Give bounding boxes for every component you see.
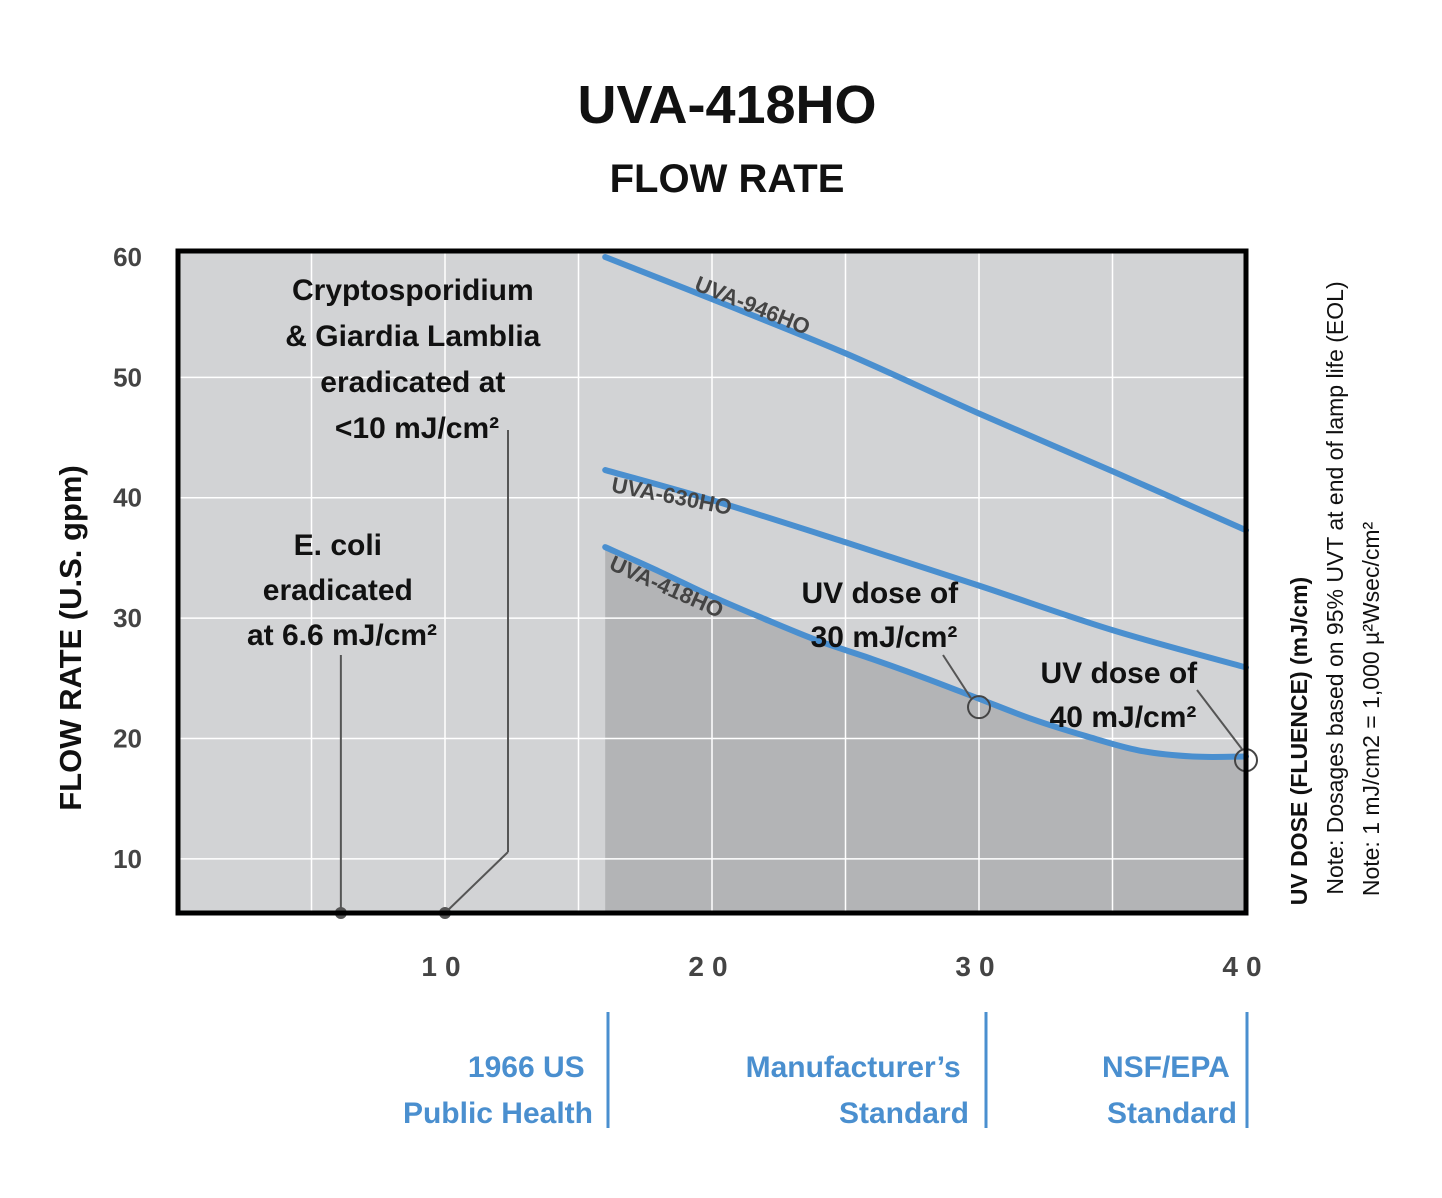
chart-title: UVA-418HO — [577, 75, 876, 135]
y-axis-label: FLOW RATE (U.S. gpm) — [53, 465, 88, 811]
y-tick-label: 20 — [113, 723, 142, 753]
annotation-dose-40-line: 40 mJ/cm² — [1050, 701, 1197, 734]
standard-manufacturer: Manufacturer’s Standard — [746, 1012, 988, 1130]
y-tick-label: 10 — [113, 844, 142, 874]
plot-frame — [175, 248, 1249, 916]
y-tick-label: 50 — [113, 362, 142, 392]
series-line-uva-630ho — [602, 467, 1249, 671]
leader-line — [1196, 689, 1243, 750]
annotation-crypto-line: <10 mJ/cm² — [335, 412, 499, 445]
note-conversion: Note: 1 mJ/cm2 = 1,000 µ²Wsec/cm² — [1358, 522, 1384, 897]
annotation-crypto-line: & Giardia Lamblia — [285, 320, 540, 353]
y-tick-labels: 10 20 30 40 50 60 — [113, 242, 142, 874]
standard-label-line: NSF/EPA — [1102, 1051, 1229, 1084]
x-axis-label: UV DOSE (FLUENCE) (mJ/cm) — [1286, 577, 1312, 905]
standard-label-line: 1966 US — [468, 1051, 585, 1084]
standard-label: NSF/EPA Standard — [1102, 1051, 1237, 1130]
y-tick-label: 30 — [113, 603, 142, 633]
note-eol: Note: Dosages based on 95% UVT at end of… — [1322, 281, 1348, 894]
annotation-dose-30: UV dose of 30 mJ/cm² — [801, 577, 966, 654]
annotation-crypto-line: eradicated at — [320, 366, 505, 399]
shaded-area-layer — [605, 547, 1246, 913]
standard-label: 1966 US Public Health — [403, 1051, 593, 1130]
x-tick-label: 20 — [688, 951, 735, 982]
standard-label: Manufacturer’s Standard — [746, 1051, 969, 1130]
annotation-ecoli-line: at 6.6 mJ/cm² — [247, 619, 437, 652]
standard-public-health: 1966 US Public Health — [403, 1012, 610, 1130]
annotation-dose-40-line: UV dose of — [1040, 657, 1198, 690]
annotation-dose-30-line: 30 mJ/cm² — [811, 621, 958, 654]
annotation-ecoli-line: E. coli — [294, 529, 382, 562]
leader-line — [444, 851, 509, 914]
leader-line — [942, 654, 972, 699]
chart-subtitle: FLOW RATE — [610, 157, 845, 201]
x-tick-label: 40 — [1222, 951, 1269, 982]
y-tick-label: 40 — [113, 483, 142, 513]
grid-layer — [178, 251, 1246, 913]
standard-label-line: Manufacturer’s — [746, 1051, 961, 1084]
series-line-uva-418ho — [602, 544, 1249, 760]
x-tick-label: 30 — [955, 951, 1002, 982]
y-tick-label: 60 — [113, 242, 142, 272]
x-tick-label: 10 — [421, 951, 468, 982]
annotation-crypto: Cryptosporidium & Giardia Lamblia eradic… — [285, 274, 548, 445]
shaded-area-under-curve — [605, 547, 1246, 913]
annotation-dose-30-line: UV dose of — [801, 577, 959, 610]
annotation-ecoli-line: eradicated — [263, 574, 413, 607]
standard-nsf-epa: NSF/EPA Standard — [1102, 1012, 1249, 1130]
standard-label-line: Standard — [839, 1097, 969, 1130]
annotation-dose-40: UV dose of 40 mJ/cm² — [1040, 657, 1205, 734]
standard-label-line: Public Health — [403, 1097, 593, 1130]
x-tick-labels: 10 20 30 40 — [421, 951, 1269, 982]
dose-marker — [967, 695, 991, 720]
series-line-uva-946ho — [602, 254, 1249, 534]
standard-label-line: Standard — [1107, 1097, 1237, 1130]
annotation-ecoli: E. coli eradicated at 6.6 mJ/cm² — [247, 529, 437, 652]
annotation-crypto-line: Cryptosporidium — [292, 274, 534, 307]
